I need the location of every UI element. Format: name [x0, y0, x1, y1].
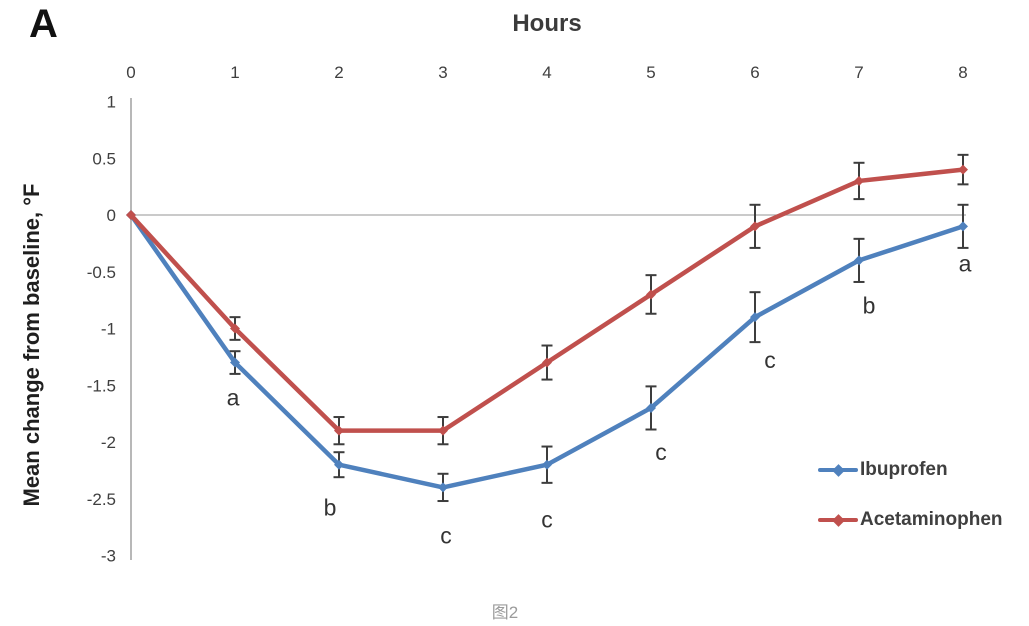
y-tick-label: -1.5 — [87, 376, 116, 395]
data-marker-acetaminophen-icon — [854, 175, 864, 186]
y-tick-label: -2.5 — [87, 490, 116, 509]
y-tick-label: -2 — [101, 433, 116, 452]
x-tick-label: 5 — [646, 63, 655, 82]
y-tick-label: 0.5 — [92, 149, 116, 168]
y-tick-label: -0.5 — [87, 263, 116, 282]
y-tick-label: -1 — [101, 320, 116, 339]
significance-letter: c — [541, 507, 553, 533]
significance-letter: c — [764, 347, 776, 373]
data-marker-acetaminophen-icon — [126, 210, 136, 220]
panel-label: A — [29, 2, 58, 46]
significance-letter: a — [227, 385, 240, 411]
legend-item-acetaminophen: Acetaminophen — [818, 507, 1003, 533]
x-tick-label: 7 — [854, 63, 863, 82]
figure-caption: 图2 — [491, 603, 519, 622]
significance-letter: b — [324, 495, 337, 521]
significance-letter: a — [959, 250, 972, 276]
x-axis-title: Hours — [512, 10, 582, 37]
data-marker-ibuprofen-icon — [646, 402, 656, 413]
y-tick-label: 1 — [107, 93, 116, 112]
data-marker-ibuprofen-icon — [438, 482, 448, 493]
diamond-marker-icon — [832, 513, 845, 527]
data-marker-acetaminophen-icon — [646, 289, 656, 300]
legend: Ibuprofen Acetaminophen — [818, 457, 1003, 557]
data-marker-acetaminophen-icon — [958, 164, 968, 175]
x-tick-label: 3 — [438, 63, 447, 82]
data-marker-acetaminophen-icon — [334, 425, 344, 436]
legend-label: Acetaminophen — [860, 509, 1003, 530]
legend-item-ibuprofen: Ibuprofen — [818, 457, 1003, 483]
data-marker-ibuprofen-icon — [750, 312, 760, 323]
data-marker-acetaminophen-icon — [438, 425, 448, 436]
line-sample-icon — [818, 513, 858, 527]
y-tick-label: 0 — [107, 206, 116, 225]
significance-letter: c — [655, 439, 667, 465]
significance-letter: b — [863, 292, 876, 318]
data-marker-ibuprofen-icon — [334, 459, 344, 470]
x-tick-label: 0 — [126, 63, 135, 82]
x-tick-label: 1 — [230, 63, 239, 82]
line-sample-icon — [818, 463, 858, 477]
series-line-acetaminophen — [128, 167, 966, 433]
data-marker-ibuprofen-icon — [230, 357, 240, 368]
x-tick-label: 8 — [958, 63, 967, 82]
significance-letter: c — [440, 522, 452, 548]
data-marker-ibuprofen-icon — [958, 221, 968, 232]
x-tick-label: 4 — [542, 63, 551, 82]
data-marker-acetaminophen-icon — [750, 221, 760, 232]
data-marker-ibuprofen-icon — [542, 459, 552, 470]
x-tick-label: 6 — [750, 63, 759, 82]
x-tick-label: 2 — [334, 63, 343, 82]
diamond-marker-icon — [832, 463, 845, 477]
legend-label: Ibuprofen — [860, 459, 948, 480]
data-marker-ibuprofen-icon — [854, 255, 864, 266]
y-tick-label: -3 — [101, 547, 116, 566]
data-marker-acetaminophen-icon — [542, 357, 552, 368]
data-marker-acetaminophen-icon — [230, 323, 240, 334]
